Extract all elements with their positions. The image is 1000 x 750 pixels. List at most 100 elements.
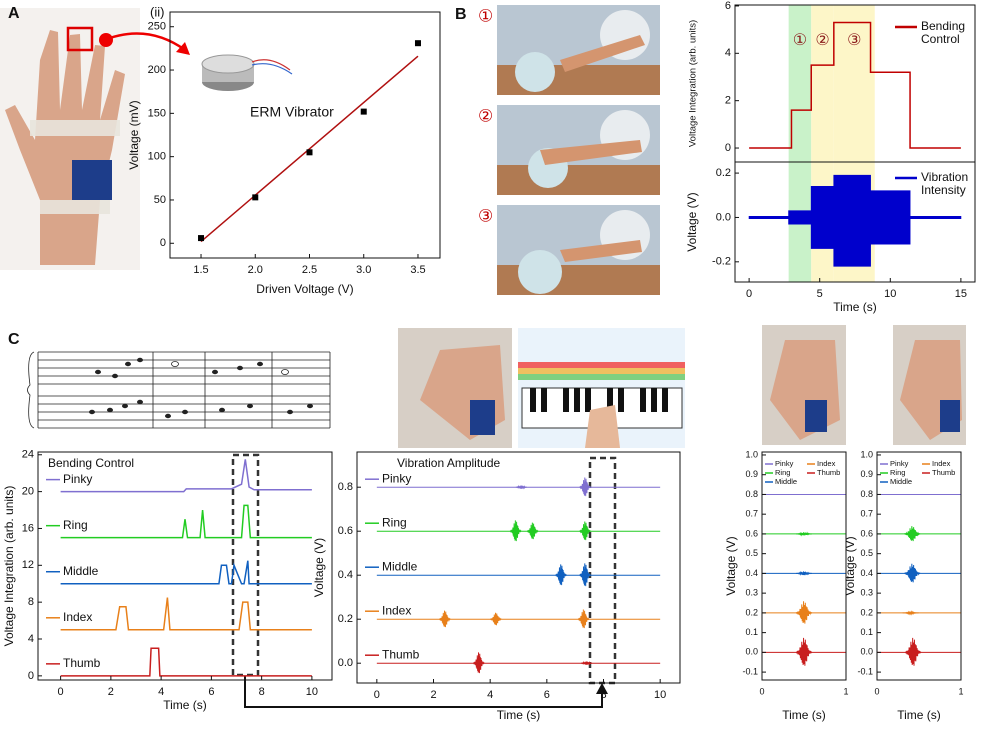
point <box>306 149 313 156</box>
y-tick-label: 0.9 <box>745 469 758 479</box>
plot-frame <box>876 451 962 681</box>
y-tick-label: 0.6 <box>860 528 873 538</box>
y-tick-label: 0.2 <box>338 613 353 625</box>
x-tick-label: 4 <box>158 686 164 698</box>
legend-label: Pinky <box>890 459 909 468</box>
y-tick-label: 0.7 <box>860 509 873 519</box>
y-tick-label: 0.8 <box>745 489 758 499</box>
x-tick-label: 1.5 <box>193 264 208 276</box>
c-photos <box>398 325 966 448</box>
legend-label: Pinky <box>382 471 411 485</box>
y-axis-label: Voltage (V) <box>724 536 738 595</box>
legend-label: Index <box>382 603 411 617</box>
series-line <box>60 597 312 631</box>
x-tick-label: 8 <box>600 689 606 701</box>
y-tick-label: 0.6 <box>338 525 353 537</box>
y-axis-label: Voltage (V) <box>312 538 326 597</box>
x-tick-label: 10 <box>654 689 666 701</box>
x-tick-label: 0 <box>746 288 752 300</box>
y-tick-label: 24 <box>22 449 34 461</box>
erm-vibrator-icon <box>201 54 293 91</box>
legend-label: Pinky <box>775 459 794 468</box>
y-tick-label: 0.2 <box>716 167 731 179</box>
plot-frame <box>356 451 681 684</box>
burst <box>904 637 922 666</box>
link-arrowhead <box>596 683 608 694</box>
burst <box>904 526 921 542</box>
y-tick-label: 100 <box>148 151 166 163</box>
x-tick-label: 15 <box>955 288 967 300</box>
region-label: ① <box>793 32 807 49</box>
point <box>198 235 205 242</box>
burst <box>490 612 502 626</box>
legend-label: Thumb <box>932 468 955 477</box>
burst <box>439 610 451 628</box>
panel-label: B <box>455 6 467 23</box>
y-tick-label: 8 <box>28 596 34 608</box>
point <box>360 108 367 115</box>
legend-label: Ring <box>890 468 905 477</box>
legend-label: Vibration Intensity <box>921 170 969 197</box>
annotation: (ii) <box>150 4 164 19</box>
x-tick-label: 1 <box>958 686 963 696</box>
burst <box>579 477 591 497</box>
vr-photos <box>497 5 660 295</box>
plot-frame <box>734 161 976 283</box>
y-tick-label: 12 <box>22 559 34 571</box>
y-tick-label: -0.1 <box>857 666 873 676</box>
y-tick-label: 0.2 <box>745 607 758 617</box>
burst <box>515 484 527 490</box>
x-axis-label: Time (s) <box>163 698 207 712</box>
y-tick-label: 0.4 <box>860 568 873 578</box>
y-tick-label: -0.1 <box>742 666 758 676</box>
burst <box>902 610 919 616</box>
legend-label: Thumb <box>63 656 101 670</box>
burst <box>555 564 567 586</box>
y-tick-label: 0.6 <box>745 528 758 538</box>
y-axis-label: Voltage Integration (arb. units) <box>688 20 699 147</box>
legend-label: Thumb <box>382 647 420 661</box>
y-axis-label: Voltage (V) <box>843 536 857 595</box>
chart-title: Vibration Amplitude <box>397 456 501 470</box>
y-tick-label: 0.5 <box>745 548 758 558</box>
chart-title: Bending Control <box>48 456 134 470</box>
legend-label: Ring <box>63 518 88 532</box>
burst <box>795 601 813 624</box>
panel-label: C <box>8 331 20 348</box>
legend-label: Index <box>63 610 92 624</box>
burst <box>795 531 813 537</box>
x-axis-label: Time (s) <box>833 300 877 314</box>
photo-label: ② <box>478 106 493 125</box>
y-tick-label: 0.1 <box>745 627 758 637</box>
burst <box>577 609 590 629</box>
y-tick-label: 0.9 <box>860 469 873 479</box>
fit-line <box>200 55 419 243</box>
y-axis-label: Voltage Integration (arb. units) <box>2 486 16 647</box>
y-tick-label: 0 <box>28 670 34 682</box>
x-tick-label: 10 <box>884 288 896 300</box>
region-label: ③ <box>847 32 861 49</box>
y-tick-label: 250 <box>148 21 166 33</box>
y-tick-label: 0.4 <box>745 568 758 578</box>
plot-frame <box>761 451 847 681</box>
y-axis-label: Voltage (V) <box>685 192 699 251</box>
y-tick-label: 0 <box>160 237 166 249</box>
x-tick-label: 5 <box>817 288 823 300</box>
burst <box>509 520 522 542</box>
series-line <box>60 647 312 677</box>
legend-label: Index <box>817 459 836 468</box>
x-axis-label: Time (s) <box>497 708 541 722</box>
y-tick-label: 20 <box>22 486 34 498</box>
x-tick-label: 2 <box>108 686 114 698</box>
series-area <box>748 174 962 267</box>
x-tick-label: 2.0 <box>248 264 263 276</box>
y-tick-label: 0.3 <box>745 588 758 598</box>
annotation: ERM Vibrator <box>250 104 334 120</box>
burst <box>904 563 921 583</box>
burst <box>526 522 539 540</box>
series-line <box>60 459 312 493</box>
legend-label: Pinky <box>63 472 92 486</box>
photo-label: ③ <box>478 206 493 225</box>
legend-label: Middle <box>63 564 99 578</box>
